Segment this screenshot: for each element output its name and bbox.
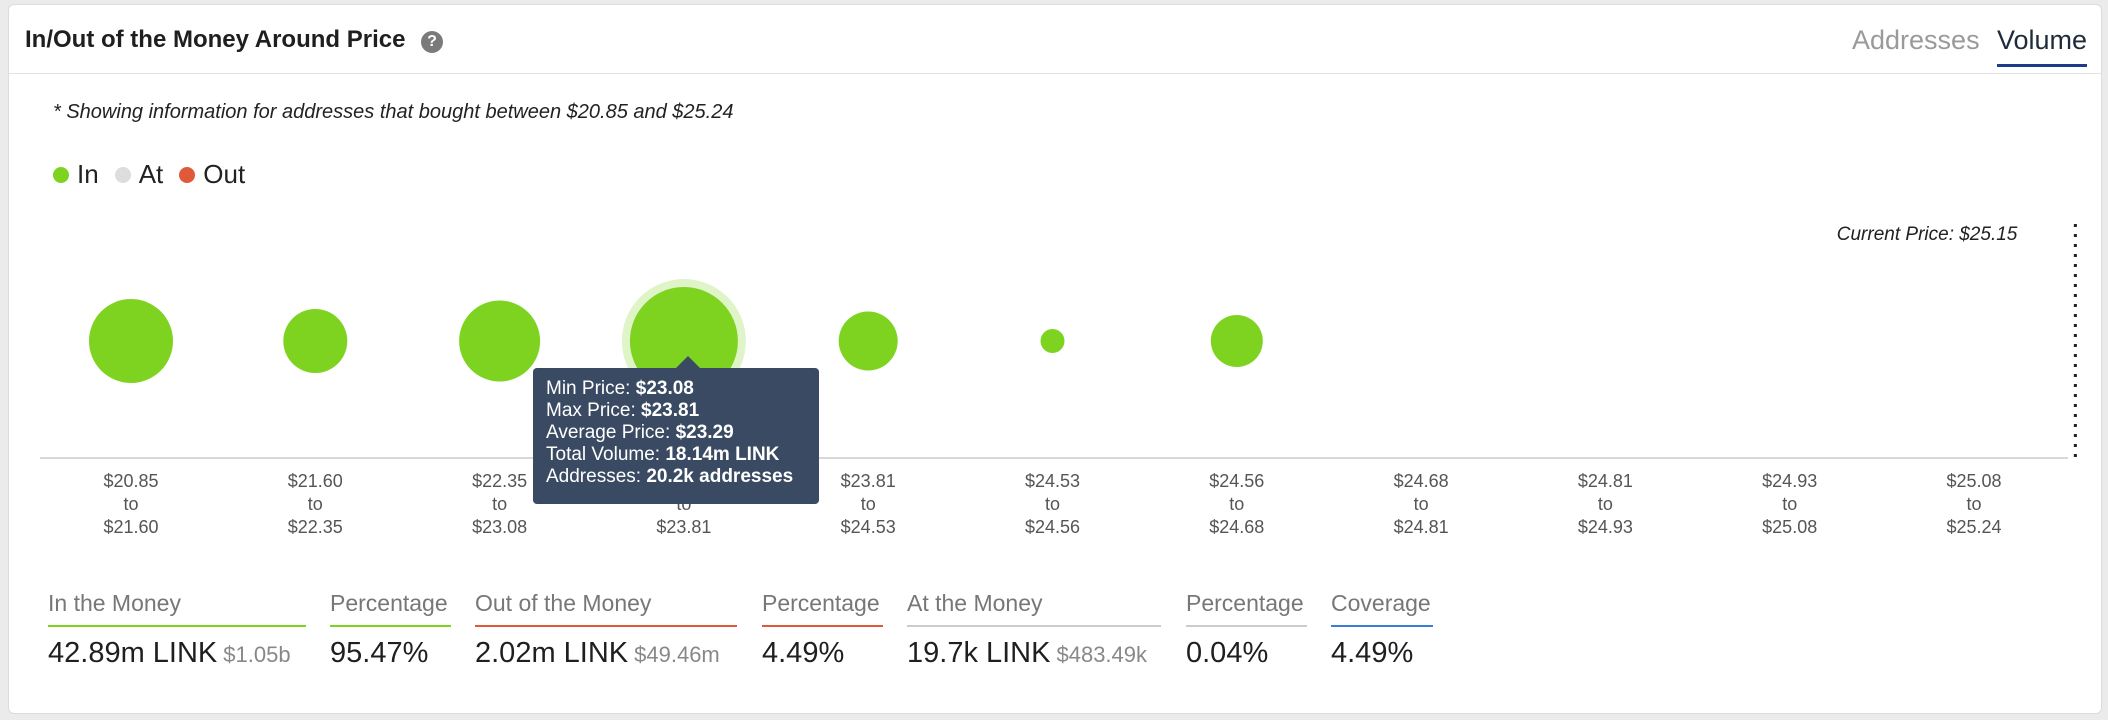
bubble-0 (89, 299, 173, 383)
x-tick-label: $23.81 (656, 517, 711, 537)
stat-value: 4.49% (762, 637, 845, 669)
x-tick-label: $24.56 (1025, 517, 1080, 537)
stat-label: Out of the Money (475, 590, 737, 627)
help-icon[interactable]: ? (421, 31, 443, 53)
legend-item-at[interactable]: At (114, 159, 164, 190)
range-note: * Showing information for addresses that… (53, 101, 734, 123)
x-tick-label: $24.56 (1209, 471, 1264, 491)
stat-value: 95.47% (330, 637, 429, 669)
stat-value: 4.49% (1331, 637, 1414, 669)
bubble-5 (1040, 329, 1065, 353)
card-title: In/Out of the Money Around Price (25, 26, 406, 53)
stat-value: 2.02m LINK $49.46m (475, 637, 720, 669)
stat-value: 42.89m LINK $1.05b (48, 637, 291, 669)
x-tick-label: $24.81 (1578, 471, 1633, 491)
current-price-label: Current Price: $25.15 (1837, 224, 2018, 245)
in-out-money-card: In/Out of the Money Around Price ? Addre… (8, 4, 2102, 714)
legend-item-in[interactable]: In (53, 159, 99, 190)
x-tick-label: to (1966, 494, 1981, 514)
x-tick-label: $25.08 (1946, 471, 2001, 491)
x-tick-label: $23.81 (841, 471, 896, 491)
stat-label: Percentage (762, 590, 883, 627)
card-header: In/Out of the Money Around Price ? Addre… (9, 5, 2101, 74)
x-tick-label: $24.81 (1394, 517, 1449, 537)
stat-in-percentage: Percentage 95.47% (330, 590, 451, 670)
stat-at-percentage: Percentage 0.04% (1186, 590, 1307, 670)
legend-label-out: Out (203, 159, 246, 189)
legend-item-out[interactable]: Out (179, 159, 245, 190)
x-tick-label: $21.60 (288, 471, 343, 491)
x-tick-label: $25.08 (1762, 517, 1817, 537)
stat-value: 0.04% (1186, 637, 1269, 669)
stat-label: Percentage (1186, 590, 1307, 627)
stat-label: Coverage (1331, 590, 1433, 627)
bubble-1 (283, 309, 348, 373)
stat-out-of-the-money: Out of the Money 2.02m LINK $49.46m (475, 590, 737, 670)
x-tick-label: $24.68 (1209, 517, 1264, 537)
x-tick-label: $24.53 (841, 517, 896, 537)
stat-label: At the Money (907, 590, 1161, 627)
stat-coverage: Coverage 4.49% (1331, 590, 1433, 670)
tooltip-arrow (676, 356, 700, 368)
x-tick-label: to (1045, 494, 1060, 514)
x-tick-label: $24.93 (1578, 517, 1633, 537)
bubble-2 (459, 300, 541, 382)
legend-label-in: In (77, 159, 99, 189)
x-tick-label: to (1598, 494, 1613, 514)
x-tick-label: to (123, 494, 138, 514)
x-tick-label: $22.35 (472, 471, 527, 491)
x-tick-label: $20.85 (103, 471, 158, 491)
x-tick-label: to (308, 494, 323, 514)
x-tick-label: to (1229, 494, 1244, 514)
x-tick-label: to (492, 494, 507, 514)
tooltip-row-addresses: Addresses: 20.2k addresses (546, 466, 794, 487)
tooltip-row-max: Max Price: $23.81 (546, 400, 700, 421)
tooltip-row-avg: Average Price: $23.29 (546, 422, 734, 443)
x-tick-label: to (861, 494, 876, 514)
bubble-tooltip: Min Price: $23.08 Max Price: $23.81 Aver… (533, 368, 819, 504)
x-tick-label: $24.53 (1025, 471, 1080, 491)
legend-dot-at (114, 166, 131, 183)
stat-at-the-money: At the Money 19.7k LINK $483.49k (907, 590, 1161, 670)
stat-sub: $49.46m (634, 642, 720, 667)
tab-volume[interactable]: Volume (1997, 25, 2088, 67)
bubble-6 (1210, 315, 1263, 367)
chart-legend: In At Out (53, 159, 245, 190)
stat-sub: $483.49k (1056, 642, 1148, 667)
tab-addresses[interactable]: Addresses (1852, 25, 1980, 55)
bubble-4 (838, 311, 898, 371)
stat-sub: $1.05b (223, 642, 291, 667)
stat-in-the-money: In the Money 42.89m LINK $1.05b (48, 590, 306, 670)
x-tick-label: to (1414, 494, 1429, 514)
x-tick-label: $24.93 (1762, 471, 1817, 491)
x-tick-label: $23.08 (472, 517, 527, 537)
x-tick-label: to (1782, 494, 1797, 514)
tooltip-row-volume: Total Volume: 18.14m LINK (546, 444, 780, 465)
x-tick-label: $22.35 (288, 517, 343, 537)
stat-out-percentage: Percentage 4.49% (762, 590, 883, 670)
x-tick-label: $21.60 (103, 517, 158, 537)
stat-label: In the Money (48, 590, 306, 627)
legend-dot-in (53, 166, 69, 183)
x-tick-label: $24.68 (1394, 471, 1449, 491)
stat-value: 19.7k LINK $483.49k (907, 637, 1148, 669)
stat-label: Percentage (330, 590, 451, 627)
legend-dot-out (179, 166, 196, 183)
x-tick-label: $25.24 (1946, 517, 2001, 537)
tooltip-row-min: Min Price: $23.08 (546, 378, 694, 399)
legend-label-at: At (138, 159, 164, 189)
